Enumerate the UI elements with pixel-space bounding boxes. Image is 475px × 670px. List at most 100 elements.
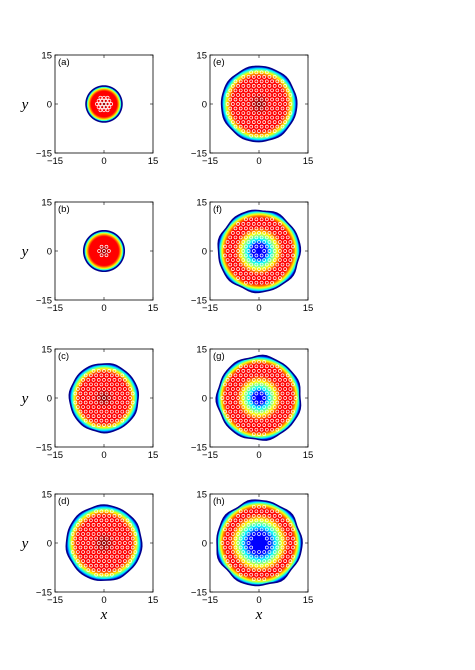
vortex-core	[283, 249, 287, 253]
x-tick-label: 0	[256, 595, 261, 606]
vortex-core	[231, 387, 235, 391]
vortex-core	[115, 545, 119, 550]
vortex-core	[81, 405, 85, 409]
vortex-core	[81, 387, 85, 391]
vortex-core	[251, 129, 256, 134]
vortex-core	[233, 106, 238, 111]
vortex-core	[246, 120, 251, 124]
vortex-core	[78, 382, 83, 387]
vortex-core	[246, 396, 251, 400]
vortex-core	[109, 409, 114, 414]
vortex-core	[225, 240, 230, 244]
y-tick-label: 15	[41, 198, 52, 209]
vortex-core	[272, 231, 277, 235]
vortex-core	[272, 568, 277, 573]
vortex-core	[223, 545, 227, 550]
vortex-core	[283, 378, 287, 382]
vortex-core	[83, 391, 88, 396]
vortex-core	[244, 572, 248, 577]
vortex-core	[89, 391, 93, 396]
vortex-core	[272, 120, 277, 124]
vortex-core	[225, 387, 230, 391]
vortex-core	[244, 253, 248, 258]
vortex-core	[130, 391, 135, 396]
vortex-core	[251, 577, 256, 582]
vortex-core	[112, 423, 117, 428]
vortex-core	[275, 545, 280, 550]
vortex-core	[109, 418, 114, 423]
vortex-core	[107, 99, 112, 103]
vortex-core	[249, 518, 254, 523]
vortex-core	[104, 373, 109, 378]
vortex-core	[238, 262, 243, 267]
vortex-core	[275, 244, 280, 249]
vortex-core	[259, 133, 264, 138]
vortex-core	[249, 106, 254, 111]
vortex-core	[225, 541, 230, 545]
vortex-core	[264, 427, 269, 432]
vortex-core	[125, 382, 130, 387]
vortex-core	[244, 106, 248, 111]
vortex-core	[105, 95, 110, 100]
vortex-core	[96, 541, 101, 545]
vortex-core	[115, 418, 119, 423]
vortex-core	[257, 523, 261, 527]
vortex-core	[238, 509, 243, 514]
vortex-core	[120, 373, 125, 378]
vortex-core	[264, 70, 269, 75]
vortex-core	[244, 409, 248, 414]
vortex-core	[104, 391, 109, 396]
density-cloud	[216, 499, 303, 587]
vortex-core	[251, 359, 256, 364]
vortex-core	[257, 368, 261, 373]
vortex-core	[112, 405, 117, 409]
vortex-core	[262, 405, 267, 409]
vortex-core	[259, 97, 264, 102]
vortex-core	[233, 554, 238, 559]
vortex-core	[81, 559, 85, 563]
vortex-core	[102, 550, 106, 554]
panel-h: −15 0 15 15 0 −15 (h) x	[191, 490, 313, 624]
vortex-core	[70, 550, 75, 554]
vortex-core	[125, 409, 130, 414]
vortex-core	[257, 93, 261, 97]
vortex-core	[257, 568, 261, 573]
vortex-core	[238, 124, 243, 129]
vortex-core	[104, 518, 109, 523]
vortex-core	[98, 108, 103, 113]
vortex-core	[109, 554, 114, 559]
vortex-core	[280, 536, 285, 541]
vortex-core	[280, 226, 285, 231]
vortex-core	[270, 262, 274, 267]
vortex-core	[86, 550, 91, 554]
vortex-core	[76, 387, 80, 391]
vortex-core	[112, 568, 117, 573]
vortex-core	[257, 432, 261, 437]
vortex-core	[244, 536, 248, 541]
vortex-core	[257, 74, 261, 79]
vortex-core	[109, 545, 114, 550]
vortex-core	[81, 523, 85, 527]
vortex-core	[244, 527, 248, 532]
vortex-core	[83, 418, 88, 423]
vortex-core	[278, 387, 282, 391]
vortex-core	[94, 509, 99, 514]
vortex-core	[233, 518, 238, 523]
vortex-core	[115, 563, 119, 568]
vortex-core	[280, 253, 285, 258]
vortex-core	[254, 235, 259, 240]
vortex-core	[109, 563, 114, 568]
vortex-core	[89, 527, 93, 532]
y-tick-label: 15	[196, 490, 207, 501]
vortex-core	[73, 527, 78, 532]
vortex-core	[249, 409, 254, 414]
vortex-core	[249, 79, 254, 84]
vortex-core	[244, 217, 248, 222]
vortex-core	[280, 545, 285, 550]
vortex-core	[78, 400, 83, 405]
vortex-core	[251, 120, 256, 124]
vortex-core	[264, 262, 269, 267]
vortex-core	[257, 111, 261, 115]
vortex-core	[244, 391, 248, 396]
vortex-core	[278, 93, 282, 97]
